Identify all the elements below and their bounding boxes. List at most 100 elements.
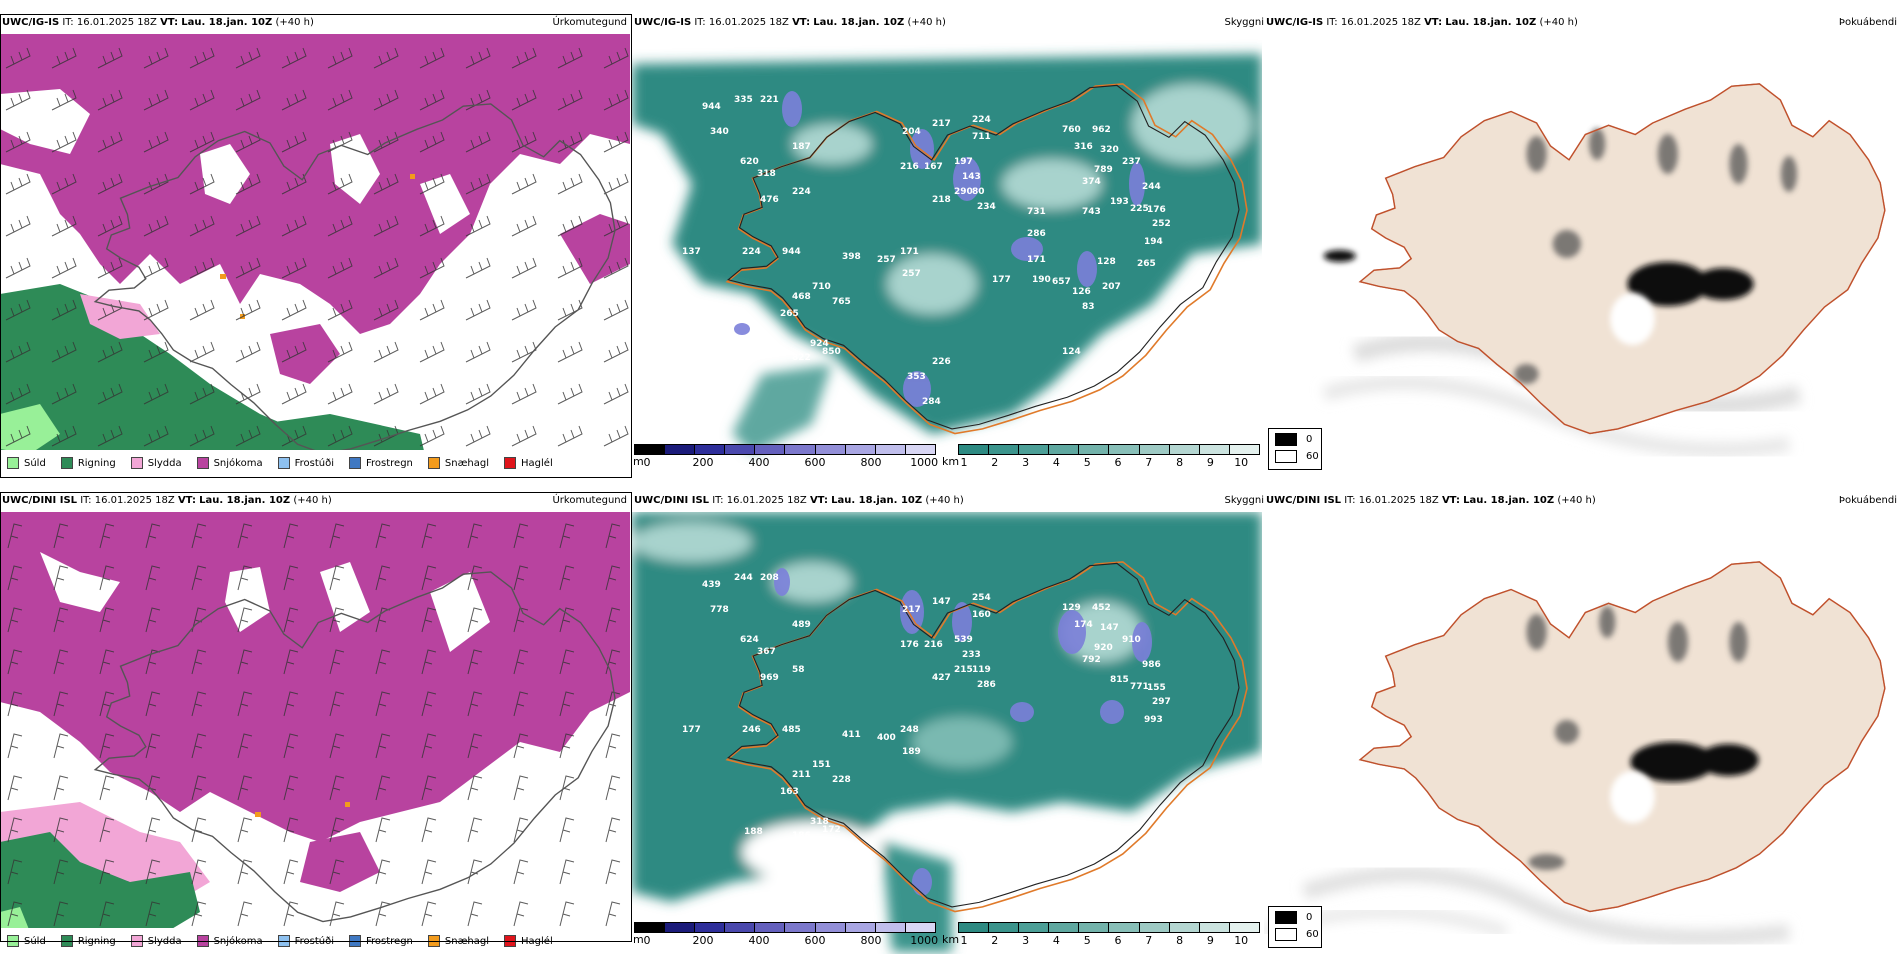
- height-value-label: 143: [962, 172, 981, 182]
- fog-index-map: [1264, 512, 1900, 954]
- legend-item-frostregn: Frostregn: [349, 457, 413, 469]
- legend-swatch: [427, 935, 440, 947]
- height-value-label: 163: [780, 787, 799, 797]
- height-value-label: 171: [1027, 255, 1046, 265]
- height-value-label: 207: [1102, 282, 1121, 292]
- height-value-label: 248: [900, 725, 919, 735]
- height-value-label: 224: [792, 187, 811, 197]
- height-value-label: 944: [782, 247, 801, 257]
- height-value-label: 218: [932, 195, 951, 205]
- height-value-label: 147: [932, 597, 951, 607]
- height-value-label: 167: [924, 162, 943, 172]
- legend-swatch: [196, 457, 209, 469]
- legend-item-snjokoma: Snjókoma: [196, 935, 263, 947]
- height-value-label: 771: [1130, 682, 1149, 692]
- panel-header: UWC/IG-IS IT: 16.01.2025 18Z VT: Lau. 18…: [634, 17, 946, 28]
- visibility-colorbar: [958, 922, 1260, 933]
- legend-item-rigning: Rigning: [60, 457, 116, 469]
- height-value-label: 252: [1152, 219, 1171, 229]
- height-value-label: 286: [977, 680, 996, 690]
- height-value-label: 172: [822, 825, 841, 835]
- height-value-label: 620: [740, 157, 759, 167]
- height-value-label: 194: [1144, 237, 1163, 247]
- height-value-label: 187: [792, 142, 811, 152]
- fog-panel-top: UWC/IG-IS IT: 16.01.2025 18Z VT: Lau. 18…: [1264, 14, 1900, 476]
- panel-header: UWC/DINI ISL IT: 16.01.2025 18Z VT: Lau.…: [634, 495, 964, 506]
- visibility-unit: km: [942, 933, 960, 946]
- height-value-label: 197: [954, 157, 973, 167]
- precip-panel-top: UWC/IG-IS IT: 16.01.2025 18Z VT: Lau. 18…: [0, 14, 630, 476]
- height-value-labels: 944 335 221 340 187 620 318 476 224 137 224 944 398 1…: [682, 95, 1171, 407]
- height-value-label: 155: [1147, 683, 1166, 693]
- height-unit: m: [633, 933, 644, 946]
- height-value-label: 439: [702, 580, 721, 590]
- legend-swatch: [60, 935, 73, 947]
- legend-swatch: [504, 457, 517, 469]
- height-value-label: 452: [1092, 603, 1111, 613]
- height-value-label: 265: [780, 309, 799, 319]
- height-value-label: 962: [1092, 125, 1111, 135]
- height-value-label: 286: [1027, 229, 1046, 239]
- height-value-label: 760: [1062, 125, 1081, 135]
- height-value-label: 224: [742, 247, 761, 257]
- panel-header: UWC/DINI ISL IT: 16.01.2025 18Z VT: Lau.…: [2, 495, 332, 506]
- legend-swatch: [130, 935, 143, 947]
- panel-title: Þokuábendi: [1838, 17, 1897, 28]
- height-value-label: 624: [740, 635, 759, 645]
- fog-legend-item-60: 60: [1275, 450, 1321, 463]
- height-value-label: 318: [757, 169, 776, 179]
- cloud-visibility-map: 439 244 208 778 489 624 367 969 58 177 246 485 411 24…: [632, 512, 1262, 954]
- height-value-label: 993: [1144, 715, 1163, 725]
- height-value-label: 731: [1027, 207, 1046, 217]
- panel-title: Skyggni: [1224, 17, 1264, 28]
- height-value-label: 254: [972, 593, 991, 603]
- height-value-label: 160: [972, 610, 991, 620]
- height-value-label: 411: [842, 730, 861, 740]
- fog-legend: 0 60: [1268, 906, 1322, 948]
- legend-item-haglel: Haglél: [504, 935, 553, 947]
- cloud-panel-top: UWC/IG-IS IT: 16.01.2025 18Z VT: Lau. 18…: [632, 14, 1264, 476]
- height-value-label: 234: [977, 202, 996, 212]
- fog-legend-swatch: [1275, 433, 1297, 446]
- height-value-label: 792: [1082, 655, 1101, 665]
- height-value-label: 924: [810, 339, 829, 349]
- height-value-label: 743: [1082, 207, 1101, 217]
- height-value-label: 216: [924, 640, 943, 650]
- height-value-label: 920: [1094, 643, 1113, 653]
- height-value-label: 316: [1074, 142, 1093, 152]
- height-value-label: 224: [972, 115, 991, 125]
- height-value-label: 211: [792, 770, 811, 780]
- fog-legend-swatch: [1275, 911, 1297, 924]
- height-value-label: 815: [1110, 675, 1129, 685]
- height-value-label: 204: [902, 127, 921, 137]
- height-value-label: 225: [1130, 204, 1149, 214]
- height-value-label: 217: [932, 119, 951, 129]
- panel-title: Skyggni: [1224, 495, 1264, 506]
- fog-panel-bottom: UWC/DINI ISL IT: 16.01.2025 18Z VT: Lau.…: [1264, 492, 1900, 954]
- legend-item-snaehagl: Snæhagl: [427, 935, 489, 947]
- height-value-label: 244: [734, 573, 753, 583]
- fog-legend-item-60: 60: [1275, 928, 1321, 941]
- height-value-label: 215: [954, 665, 973, 675]
- height-value-label: 367: [757, 647, 776, 657]
- precip-type-map: [0, 34, 630, 476]
- height-value-label: 226: [932, 357, 951, 367]
- legend-item-haglel: Haglél: [504, 457, 553, 469]
- fog-legend-item-0: 0: [1275, 911, 1321, 924]
- height-value-label: 850: [822, 347, 841, 357]
- legend-swatch: [60, 457, 73, 469]
- height-value-label: 710: [812, 282, 831, 292]
- height-value-label: 297: [1152, 697, 1171, 707]
- height-value-label: 137: [682, 247, 701, 257]
- height-value-label: 476: [760, 195, 779, 205]
- legend-item-slydda: Slydda: [130, 457, 182, 469]
- height-value-label: 765: [832, 297, 851, 307]
- legend-swatch: [349, 457, 361, 469]
- height-value-label: 126: [1072, 287, 1091, 297]
- panel-header: UWC/DINI ISL IT: 16.01.2025 18Z VT: Lau.…: [1266, 495, 1596, 506]
- visibility-unit: km: [942, 455, 960, 468]
- height-value-label: 124: [1062, 347, 1081, 357]
- height-value-label: 789: [1094, 165, 1113, 175]
- legend-item-sudl: Súld: [7, 935, 46, 947]
- legend-swatch: [130, 457, 143, 469]
